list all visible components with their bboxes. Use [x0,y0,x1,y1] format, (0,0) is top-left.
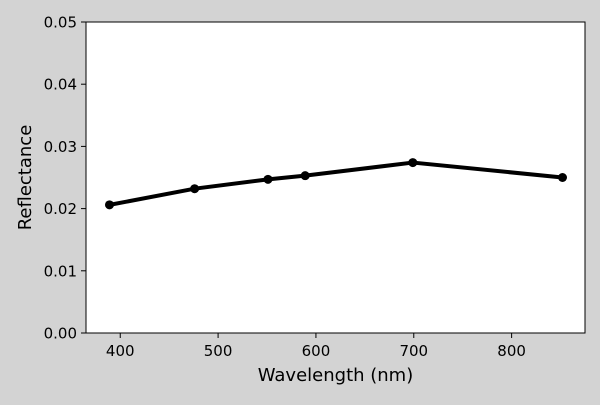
y-tick-label: 0.01 [44,262,77,280]
x-axis-label: Wavelength (nm) [258,365,414,386]
x-tick-label: 700 [399,342,428,360]
data-point [300,171,310,181]
data-point [190,184,200,194]
x-axis-ticks: 400 500 600 700 800 [106,333,526,360]
y-axis-label: Reflectance [15,125,36,231]
data-point [408,158,418,168]
data-point [263,174,273,184]
y-tick-label: 0.05 [44,14,77,32]
y-tick-label: 0.00 [44,325,77,343]
data-point [557,173,567,182]
series-layer [104,158,567,210]
y-axis-ticks: 0.00 0.01 0.02 0.03 0.04 0.05 [44,14,86,343]
y-tick-label: 0.02 [44,200,77,218]
series-line [107,160,565,207]
data-point [104,200,114,210]
y-tick-label: 0.03 [44,138,77,156]
y-tick-label: 0.04 [44,76,77,94]
x-tick-label: 800 [497,342,526,360]
x-tick-label: 500 [204,342,233,360]
plot-area [85,21,586,334]
x-tick-label: 600 [302,342,331,360]
x-tick-label: 400 [106,342,135,360]
